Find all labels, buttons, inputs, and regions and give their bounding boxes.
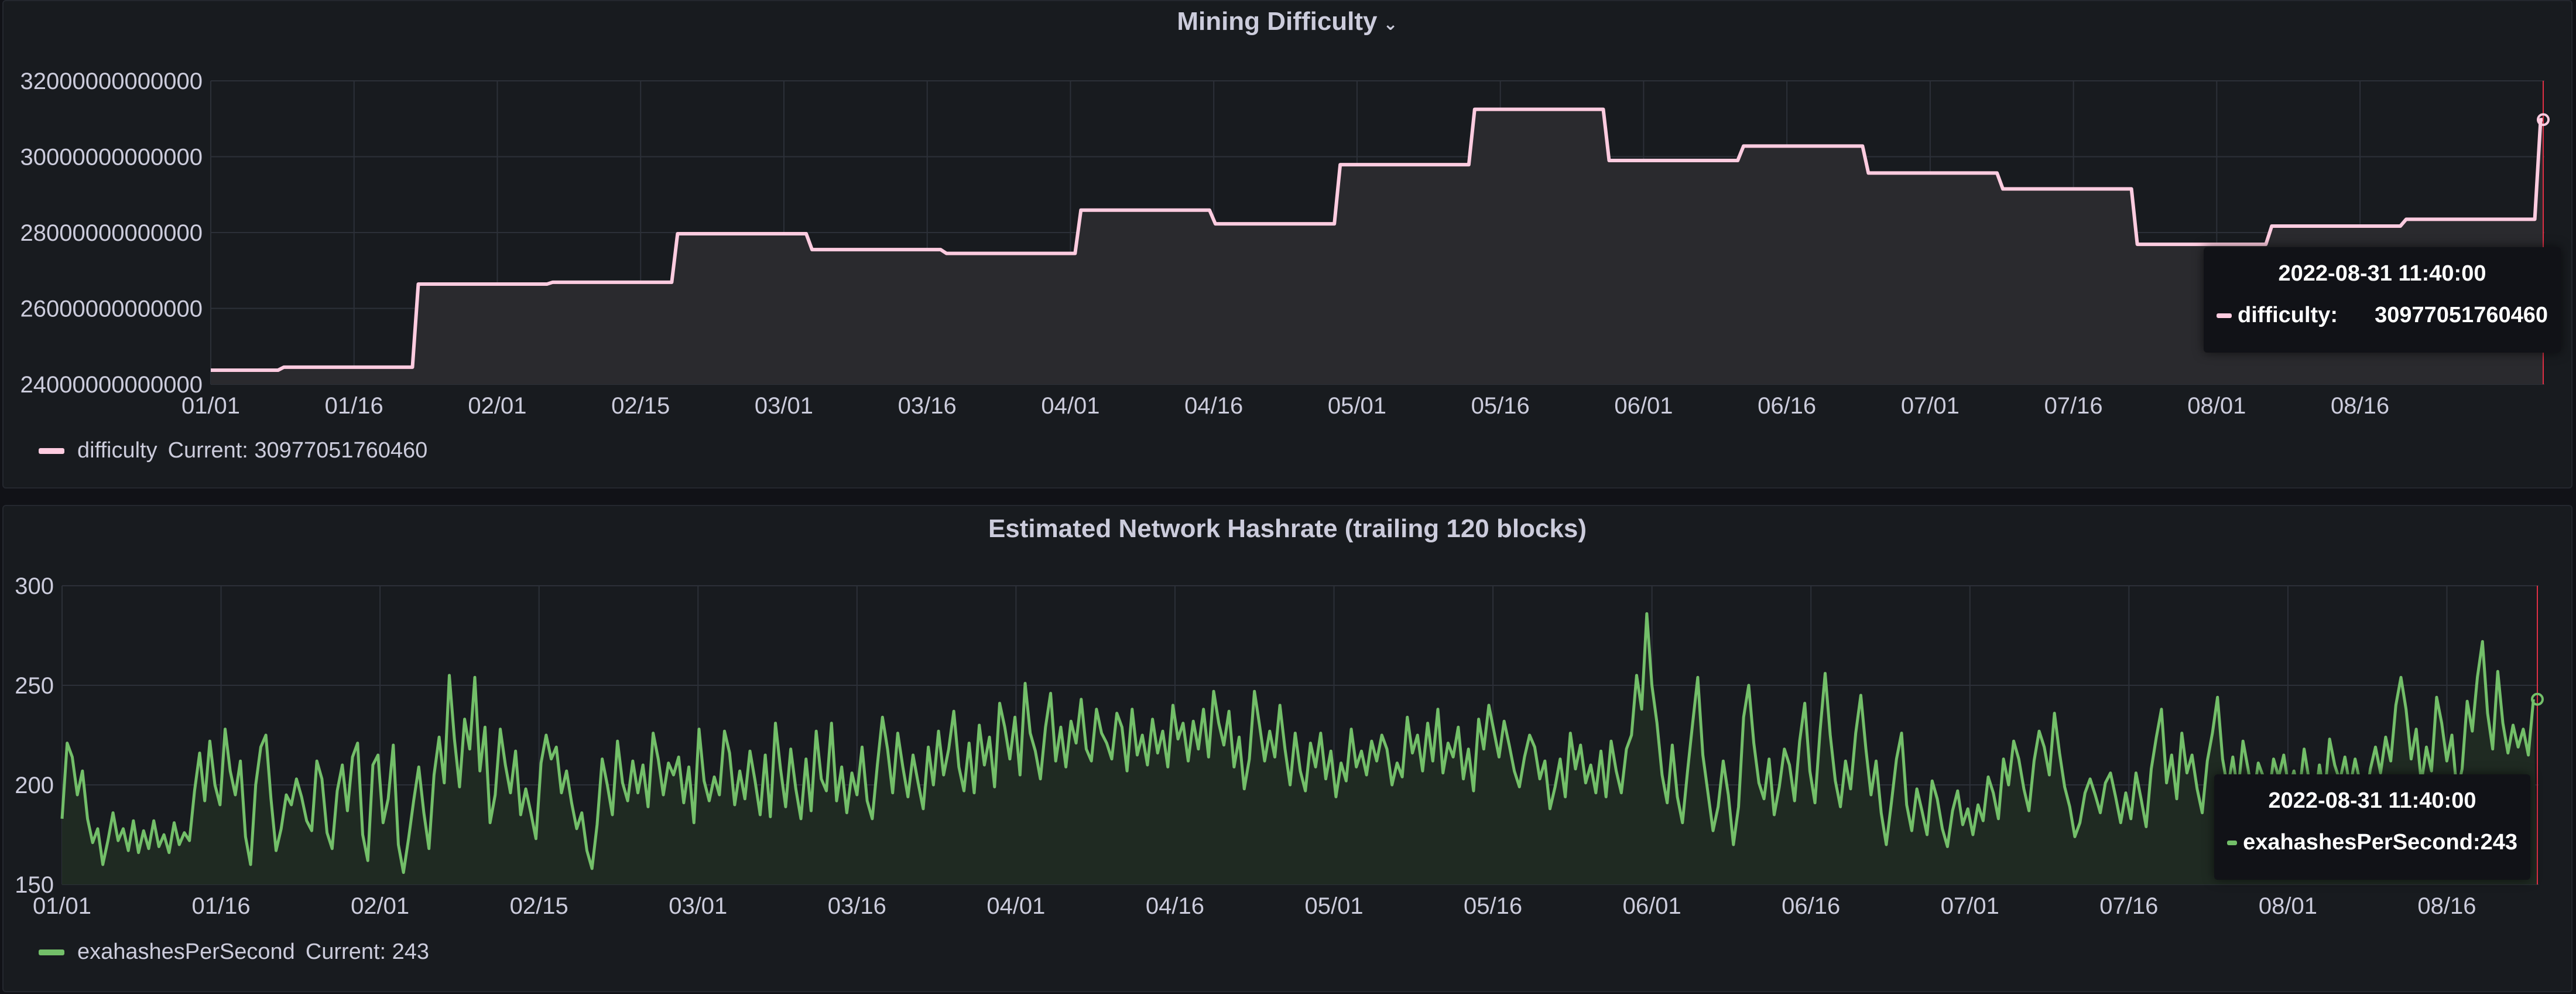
difficulty-x-tick-label: 07/01 [1901,393,1960,419]
hashrate-y-tick-label: 200 [15,773,54,798]
hashrate-x-tick-label: 08/16 [2417,893,2476,919]
hashrate-panel-title[interactable]: Estimated Network Hashrate (trailing 120… [4,514,2571,544]
difficulty-tooltip-name: difficulty: [2238,303,2338,327]
hashrate-x-tick-label: 08/01 [2259,893,2317,919]
difficulty-legend-swatch [39,448,64,454]
difficulty-x-tick-label: 01/01 [181,393,240,419]
hashrate-title-text: Estimated Network Hashrate (trailing 120… [988,514,1587,543]
hashrate-tooltip: 2022-08-31 11:40:00 exahashesPerSecond: … [2214,774,2530,880]
difficulty-tooltip-swatch [2217,313,2232,318]
hashrate-x-tick-label: 04/01 [986,893,1045,919]
difficulty-chart[interactable]: 24000000000000 26000000000000 280000000000… [4,1,2574,490]
hashrate-tooltip-swatch [2227,840,2238,845]
difficulty-tooltip-time: 2022-08-31 11:40:00 [2278,261,2486,286]
hashrate-x-tick-label: 06/01 [1623,893,1681,919]
hashrate-x-tick-label: 03/16 [828,893,886,919]
hashrate-tooltip-time: 2022-08-31 11:40:00 [2268,788,2476,813]
difficulty-x-tick-label: 06/01 [1614,393,1673,419]
hashrate-legend-swatch [39,949,64,955]
difficulty-y-tick-label: 28000000000000 [20,220,203,246]
difficulty-x-tick-label: 02/01 [468,393,526,419]
hashrate-legend-current: Current: 243 [305,940,430,964]
difficulty-legend-current: Current: 30977051760460 [167,438,428,463]
hashrate-panel: Estimated Network Hashrate (trailing 120… [2,505,2572,992]
difficulty-x-tick-label: 06/16 [1758,393,1816,419]
hashrate-hover-point [2531,692,2544,706]
difficulty-title-text: Mining Difficulty [1177,7,1378,36]
difficulty-tooltip-value: 30977051760460 [2375,303,2548,327]
hashrate-x-tick-label: 07/16 [2099,893,2158,919]
hashrate-x-tick-label: 01/16 [192,893,251,919]
difficulty-area-fill [211,109,2543,384]
difficulty-tooltip-row: difficulty: 30977051760460 [2204,303,2561,328]
hashrate-x-tick-label: 04/16 [1146,893,1204,919]
difficulty-tooltip: 2022-08-31 11:40:00 difficulty: 30977051… [2204,247,2561,353]
difficulty-y-tick-label: 24000000000000 [20,372,203,398]
hashrate-tooltip-name: exahashesPerSecond: [2243,830,2481,855]
hashrate-tooltip-row: exahashesPerSecond: 243 [2214,830,2530,855]
difficulty-legend-name[interactable]: difficulty [77,438,157,463]
difficulty-hover-point [2537,113,2550,127]
difficulty-x-tick-label: 02/15 [611,393,670,419]
hashrate-x-tick-label: 03/01 [669,893,727,919]
difficulty-x-tick-label: 01/16 [325,393,383,419]
hashrate-x-tick-label: 05/01 [1304,893,1363,919]
difficulty-x-tick-label: 04/01 [1041,393,1099,419]
hashrate-x-tick-label: 01/01 [33,893,91,919]
hashrate-x-tick-label: 06/16 [1782,893,1840,919]
hashrate-y-tick-label: 250 [15,673,54,699]
difficulty-x-tick-label: 08/16 [2331,393,2389,419]
hashrate-y-tick-label: 300 [15,573,54,599]
difficulty-panel: Mining Difficulty ⌄ 24000000000000 2600000… [2,0,2572,489]
difficulty-legend[interactable]: difficulty Current: 30977051760460 [39,438,427,463]
difficulty-x-tick-label: 03/01 [755,393,813,419]
difficulty-x-tick-label: 08/01 [2187,393,2246,419]
chevron-down-icon[interactable]: ⌄ [1383,15,1398,34]
hashrate-x-tick-label: 02/01 [351,893,409,919]
difficulty-panel-title[interactable]: Mining Difficulty ⌄ [4,7,2571,36]
hashrate-y-tick-label: 150 [15,872,54,898]
hashrate-chart[interactable]: 150 200 250 300 01/01 01/16 02/01 02/15 03/01 03/… [4,506,2574,993]
difficulty-y-tick-label: 32000000000000 [20,69,203,94]
difficulty-y-tick-label: 30000000000000 [20,145,203,170]
difficulty-x-tick-label: 05/16 [1471,393,1530,419]
difficulty-x-tick-label: 04/16 [1184,393,1243,419]
difficulty-x-tick-label: 05/01 [1328,393,1386,419]
difficulty-x-tick-label: 07/16 [2044,393,2103,419]
hashrate-legend[interactable]: exahashesPerSecond Current: 243 [39,940,429,965]
hashrate-x-tick-label: 02/15 [510,893,568,919]
difficulty-y-tick-label: 26000000000000 [20,296,203,322]
hashrate-series-line [60,612,2535,875]
hashrate-x-tick-label: 05/16 [1464,893,1522,919]
hashrate-x-tick-label: 07/01 [1941,893,1999,919]
difficulty-series-line [211,107,2543,373]
hashrate-area-fill [62,613,2537,884]
difficulty-x-tick-label: 03/16 [898,393,957,419]
hashrate-tooltip-value: 243 [2480,830,2517,855]
hashrate-legend-name[interactable]: exahashesPerSecond [77,940,295,964]
